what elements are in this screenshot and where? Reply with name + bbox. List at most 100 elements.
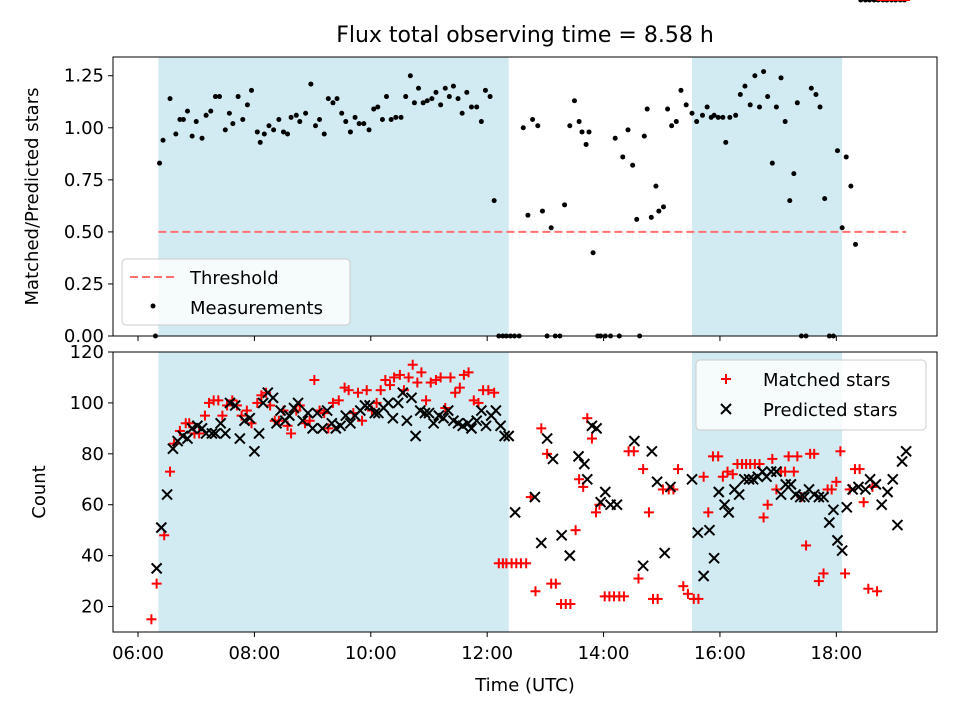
measurement-point (704, 104, 710, 110)
matched-star-point (673, 464, 684, 475)
ratio-y-axis-label: Matched/Predicted stars (22, 88, 43, 306)
predicted-star-point (465, 422, 478, 435)
predicted-star-point (846, 483, 859, 496)
measurement-point (761, 69, 767, 75)
measurement-point (747, 102, 753, 108)
y-tick-label: 60 (81, 495, 104, 516)
predicted-star-point (502, 430, 515, 442)
predicted-star-point (296, 415, 309, 427)
predicted-star-point (392, 397, 404, 409)
x-tick-label: 12:00 (461, 643, 513, 664)
measurement-point (293, 112, 299, 118)
y-tick-label: 0.50 (64, 222, 104, 243)
measurement-point (433, 89, 439, 95)
measurement-point (791, 171, 797, 177)
predicted-star-point (306, 422, 319, 435)
measurement-point (683, 102, 689, 108)
y-tick-label: 0.75 (64, 170, 104, 191)
measurement-point (208, 108, 214, 114)
predicted-star-point (382, 397, 394, 409)
measurement-point (398, 114, 404, 120)
predicted-star-point (498, 430, 511, 442)
measurement-point (321, 131, 327, 137)
y-tick-label: 1.25 (64, 66, 104, 87)
count-y-ticks: 20 40 60 80 100 120 (70, 342, 113, 618)
matched-star-point (638, 464, 649, 475)
matched-star-point (323, 423, 334, 434)
measurement-point (235, 94, 241, 100)
measurement-point (653, 183, 659, 189)
predicted-star-point (206, 427, 218, 440)
measurement-point (240, 116, 246, 122)
measurement-point (257, 139, 263, 145)
predicted-star-point (664, 481, 677, 493)
matched-star-point (713, 451, 724, 462)
matched-star-point (565, 599, 576, 609)
matched-star-point (286, 428, 297, 439)
measurement-point (576, 119, 582, 125)
matched-star-point (361, 385, 372, 396)
predicted-star-point (344, 417, 357, 429)
measurement-point (271, 127, 277, 133)
count-legend-box (695, 359, 927, 431)
measurement-point (711, 112, 717, 118)
count-axes-frame (112, 351, 938, 633)
y-tick-label: 0.00 (64, 326, 104, 347)
predicted-star-point (646, 445, 658, 457)
measurement-point (285, 131, 291, 137)
predicted-star-point (722, 506, 735, 519)
measurement-point (281, 129, 287, 135)
predicted-star-point (798, 491, 811, 503)
matched-star-point (327, 397, 338, 408)
predicted-star-point (713, 486, 725, 498)
measurement-point (808, 85, 814, 91)
matched-star-point (165, 466, 176, 477)
predicted-star-point (292, 397, 304, 409)
predicted-star-point (733, 488, 745, 501)
x-tick-label: 08:00 (228, 643, 280, 664)
measurement-point (189, 133, 195, 139)
count-y-axis-label: Count (29, 465, 50, 518)
measurement-point (361, 121, 367, 127)
measurement-point (455, 96, 461, 102)
y-tick-label: 0.25 (64, 274, 104, 295)
matched-star-point (217, 410, 228, 421)
measurement-point (656, 208, 662, 214)
predicted-star-point (480, 420, 492, 432)
matched-star-point (146, 614, 157, 625)
measurement-point (782, 119, 788, 125)
matched-star-point (550, 578, 561, 589)
measurement-point (216, 94, 222, 100)
predicted-star-point (150, 562, 163, 575)
measurement-point (769, 160, 775, 166)
measurement-point (648, 214, 654, 220)
predicted-star-point (494, 420, 507, 432)
x-tick-label: 10:00 (345, 643, 397, 664)
figure-title: Flux total observing time = 8.58 h (336, 23, 714, 48)
predicted-star-point (896, 455, 908, 468)
matched-star-point (309, 375, 320, 385)
predicted-star-point (836, 544, 848, 557)
matched-star-point (818, 568, 829, 579)
measurement-point (288, 114, 294, 120)
predicted-star-point (316, 422, 329, 435)
matched-star-point (375, 385, 386, 396)
predicted-star-point (599, 486, 612, 498)
measurement-point (843, 154, 849, 160)
legend-predicted-swatch (720, 403, 732, 415)
measurement-point (644, 106, 650, 112)
measurement-point (177, 116, 183, 122)
measurement-point (757, 104, 763, 110)
measurement-point (468, 104, 474, 110)
predicted-star-point (703, 524, 716, 536)
ratio-x-ticks (137, 336, 837, 341)
predicted-star-point (590, 422, 603, 435)
matched-star-point (213, 395, 224, 406)
predicted-star-point (401, 415, 413, 427)
predicted-star-point (257, 397, 269, 409)
matched-star-point (343, 385, 354, 396)
measurement-point (450, 83, 456, 89)
measurement-point (765, 94, 771, 100)
measurement-point (438, 102, 444, 108)
measurement-point (167, 96, 173, 102)
